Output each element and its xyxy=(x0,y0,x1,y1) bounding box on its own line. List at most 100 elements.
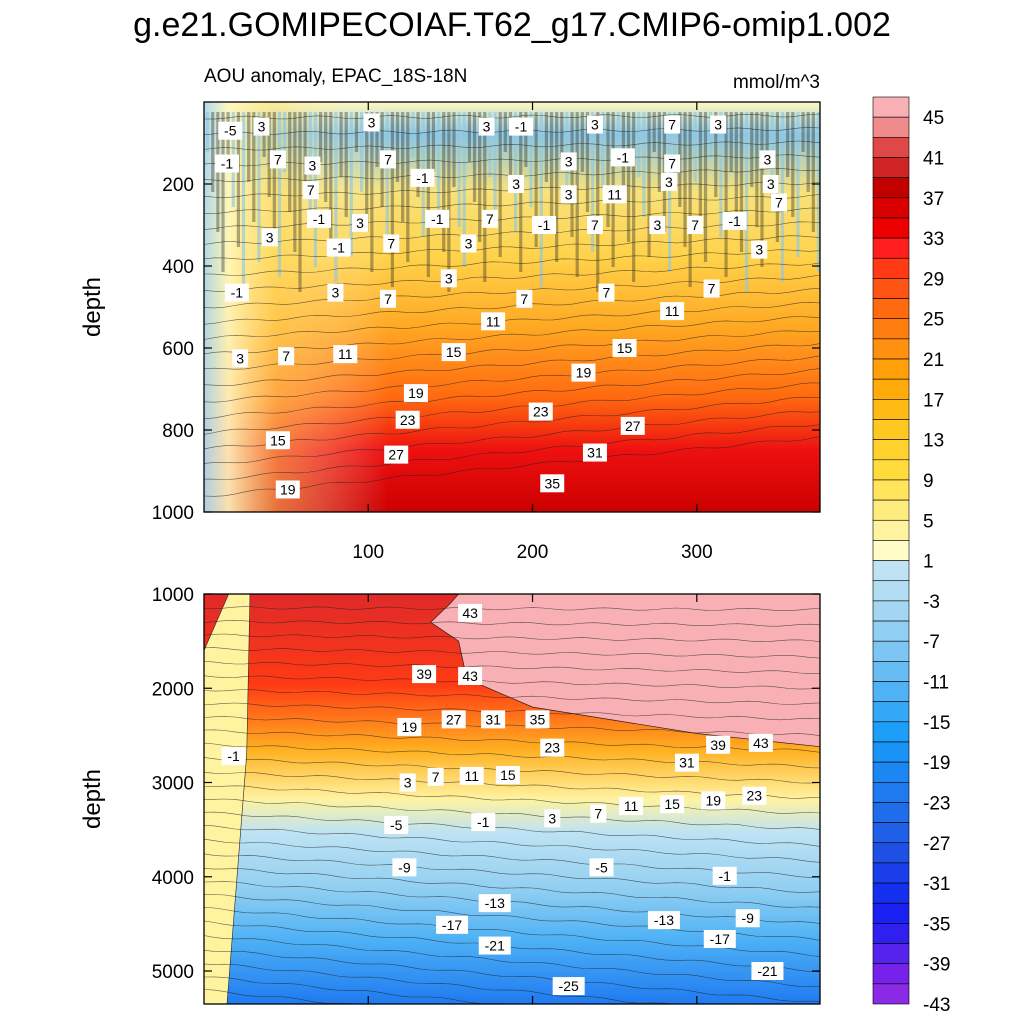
contour-label: 7 xyxy=(603,285,611,301)
surface-stripe xyxy=(647,112,651,257)
contour-line xyxy=(204,221,820,245)
surface-stripe xyxy=(791,112,795,217)
contour-line xyxy=(204,411,820,464)
contour-label: 7 xyxy=(708,281,716,297)
y-tick-label: 5000 xyxy=(152,962,194,983)
contour-label: 23 xyxy=(400,412,416,428)
surface-stripe xyxy=(437,112,441,212)
surface-stripe xyxy=(560,112,564,157)
contour-line xyxy=(204,976,513,1004)
contour-label-box xyxy=(560,185,577,204)
colorbar-box xyxy=(872,278,910,299)
contour-label: 35 xyxy=(544,475,560,491)
contour-label-box xyxy=(516,289,533,308)
surface-stripe xyxy=(693,112,697,182)
contour-label-box xyxy=(582,443,607,462)
surface-stripe xyxy=(529,112,533,207)
surface-stripe xyxy=(267,112,271,197)
contour-label: 3 xyxy=(258,119,266,135)
contour-label-box xyxy=(436,915,469,934)
colorbar-box xyxy=(872,943,910,964)
contour-label-box xyxy=(525,710,550,729)
colorbar-box xyxy=(872,459,910,481)
surface-stripe xyxy=(457,112,461,227)
surface-stripe xyxy=(478,112,482,242)
contour-label: 19 xyxy=(408,385,424,401)
x-axis: 100 200 300 xyxy=(352,542,712,563)
contour-line xyxy=(204,382,820,435)
contour-line xyxy=(204,424,820,480)
contour-label: 15 xyxy=(664,796,680,812)
surface-stripe xyxy=(277,112,282,277)
contour-label-box xyxy=(602,185,627,204)
surface-stripe xyxy=(390,112,394,287)
y-tick-label: 800 xyxy=(162,421,194,442)
colorbar-box xyxy=(872,217,910,239)
contour-label-box xyxy=(333,345,358,364)
contour-label: 7 xyxy=(668,117,676,133)
contour-label-box xyxy=(481,209,498,228)
surface-stripe xyxy=(247,112,251,182)
surface-stripe xyxy=(318,112,323,162)
contour-label: -1 xyxy=(477,814,490,830)
contour-label: 31 xyxy=(679,755,695,771)
colorbar-box xyxy=(872,781,910,803)
contour-label-box xyxy=(471,813,496,832)
contour-label-box xyxy=(410,168,435,187)
surface-stripe xyxy=(401,112,405,222)
contour-label-box xyxy=(232,349,249,368)
surface-stripe xyxy=(606,112,610,227)
contour-label: 7 xyxy=(432,769,440,785)
contour-line xyxy=(204,343,820,386)
surface-stripe xyxy=(503,112,507,152)
colorbar-box xyxy=(872,902,910,924)
colorbar-label: -15 xyxy=(923,713,950,734)
contour-label: 7 xyxy=(520,291,528,307)
surface-stripe xyxy=(211,112,215,192)
contour-label: -1 xyxy=(227,748,240,764)
contour-label: -13 xyxy=(654,912,674,928)
contour-label: 15 xyxy=(270,432,286,448)
contour-label-box xyxy=(458,667,483,685)
surface-stripe xyxy=(750,112,754,187)
surface-stripe xyxy=(452,112,456,187)
colorbar-box xyxy=(872,237,910,259)
contour-line xyxy=(204,949,820,1002)
contour-label-box xyxy=(544,809,561,828)
contour-label-box xyxy=(304,156,321,175)
contour-line xyxy=(204,963,674,1004)
surface-stripe xyxy=(411,112,415,157)
surface-stripe xyxy=(360,112,364,192)
colorbar-box xyxy=(872,661,910,682)
colorbar-box xyxy=(872,399,910,420)
contour-label: 3 xyxy=(404,775,412,791)
surface-stripe xyxy=(657,112,661,192)
contour-label: 3 xyxy=(591,117,599,133)
contour-label: -1 xyxy=(538,217,551,233)
contour-label-box xyxy=(403,384,428,403)
contour-label: 27 xyxy=(625,418,641,434)
contour-label-box xyxy=(395,410,420,429)
contour-label-box xyxy=(612,339,637,357)
contour-line xyxy=(204,742,820,769)
chart-title: g.e21.GOMIPECOIAF.T62_g17.CMIP6-omip1.00… xyxy=(133,6,891,44)
colorbar-box xyxy=(872,802,910,823)
colorbar-box xyxy=(872,882,910,904)
contour-label-box xyxy=(759,150,776,169)
contour-label-box xyxy=(265,431,290,450)
surface-stripe xyxy=(324,112,328,202)
contour-label: -1 xyxy=(728,213,741,229)
colorbar-box xyxy=(872,923,910,944)
contour-label: 3 xyxy=(767,176,775,192)
contour-label: -1 xyxy=(515,119,528,135)
colorbar-label: 9 xyxy=(923,471,934,492)
contour-label-box xyxy=(701,791,726,810)
contour-label: -1 xyxy=(416,170,429,186)
lower-axis-ticks: 1000 2000 3000 4000 5000 xyxy=(152,585,820,1004)
colorbar-box xyxy=(872,640,910,662)
chart-units: mmol/m^3 xyxy=(733,72,820,93)
contour-label-box xyxy=(261,228,278,247)
colorbar-box xyxy=(872,519,910,541)
contour-label: 39 xyxy=(416,666,432,682)
